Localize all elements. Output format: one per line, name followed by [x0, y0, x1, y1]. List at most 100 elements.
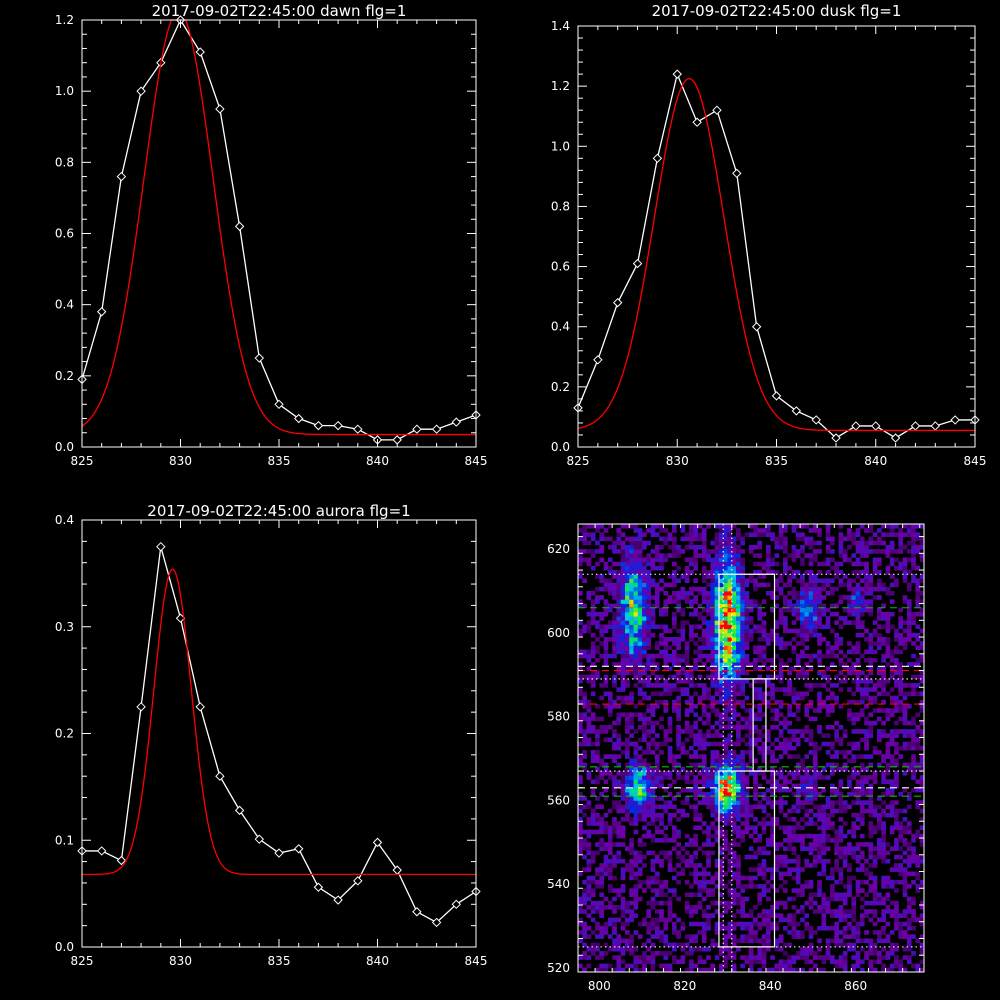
- heatmap-cell: [723, 704, 728, 709]
- x-tick-label: 830: [169, 454, 192, 468]
- heatmap-cell: [830, 783, 835, 789]
- heatmap-cell: [753, 817, 758, 822]
- heatmap-cell: [706, 854, 711, 860]
- data-point: [136, 702, 146, 712]
- heatmap-cell: [710, 565, 716, 571]
- heatmap-cell: [731, 875, 737, 881]
- heatmap-cell: [736, 783, 741, 789]
- heatmap-cell: [718, 653, 724, 659]
- heatmap-cell: [697, 683, 703, 688]
- heatmap-cell: [671, 699, 677, 705]
- heatmap-cell: [872, 708, 878, 713]
- heatmap-cell: [740, 662, 745, 667]
- heatmap-cell: [723, 666, 728, 671]
- heatmap-cell: [599, 544, 605, 550]
- heatmap-cell: [616, 532, 622, 537]
- heatmap-cell: [821, 607, 827, 613]
- heatmap-cell: [714, 858, 720, 864]
- heatmap-cell: [586, 858, 592, 864]
- heatmap-cell: [783, 800, 788, 805]
- heatmap-cell: [872, 687, 878, 692]
- heatmap-cell: [667, 791, 673, 797]
- heatmap-cell: [578, 724, 583, 730]
- heatmap-cell: [842, 951, 848, 956]
- heatmap-cell: [731, 775, 737, 780]
- heatmap-cell: [650, 578, 656, 584]
- heatmap-cell: [706, 871, 711, 877]
- heatmap-cell: [586, 561, 592, 567]
- heatmap-cell: [590, 549, 596, 554]
- heatmap-cell: [821, 967, 827, 973]
- heatmap-cell: [864, 930, 869, 935]
- heatmap-cell: [885, 850, 891, 856]
- heatmap-cell: [885, 586, 891, 592]
- heatmap-cell: [663, 704, 669, 709]
- heatmap-cell: [889, 754, 895, 759]
- heatmap-cell: [889, 900, 895, 906]
- heatmap-cell: [689, 754, 694, 759]
- heatmap-cell: [624, 586, 630, 592]
- heatmap-cell: [791, 791, 797, 797]
- heatmap-cell: [885, 842, 891, 847]
- heatmap-cell: [753, 561, 758, 567]
- heatmap-cell: [599, 875, 605, 881]
- heatmap-cell: [586, 833, 592, 839]
- heatmap-cell: [740, 779, 745, 784]
- heatmap-cell: [765, 582, 771, 588]
- heatmap-cell: [847, 779, 852, 784]
- heatmap-cell: [612, 930, 617, 935]
- heatmap-cell: [642, 695, 647, 701]
- data-point: [136, 86, 146, 96]
- heatmap-cell: [894, 649, 899, 655]
- heatmap-cell: [838, 704, 844, 709]
- heatmap-cell: [770, 909, 775, 914]
- heatmap-cell: [778, 657, 784, 663]
- heatmap-cell: [868, 662, 874, 667]
- heatmap-cell: [633, 536, 639, 542]
- heatmap-cell: [889, 733, 895, 738]
- heatmap-cell: [731, 858, 737, 864]
- heatmap-cell: [710, 892, 716, 898]
- heatmap-cell: [744, 590, 750, 596]
- heatmap-cell: [783, 745, 788, 751]
- heatmap-cell: [731, 716, 737, 722]
- heatmap-cell: [731, 666, 737, 671]
- heatmap-cell: [689, 745, 694, 751]
- heatmap-cell: [629, 607, 634, 613]
- heatmap-cell: [689, 733, 694, 738]
- heatmap-cell: [868, 712, 874, 717]
- heatmap-cell: [838, 616, 844, 621]
- heatmap-cell: [727, 607, 733, 613]
- heatmap-cell: [620, 779, 626, 784]
- heatmap-cell: [774, 867, 780, 872]
- heatmap-cell: [710, 628, 716, 634]
- heatmap-cell: [825, 796, 831, 801]
- heatmap-cell: [868, 678, 874, 684]
- heatmap-cell: [723, 737, 728, 743]
- heatmap-cell: [650, 662, 656, 667]
- heatmap-cell: [582, 741, 587, 747]
- heatmap-cell: [680, 666, 686, 671]
- heatmap-cell: [612, 611, 617, 617]
- heatmap-cell: [894, 549, 899, 554]
- heatmap-cell: [718, 900, 724, 906]
- heatmap-cell: [590, 900, 596, 906]
- heatmap-cell: [800, 783, 805, 789]
- heatmap-cell: [838, 687, 844, 692]
- heatmap-cell: [838, 657, 844, 663]
- heatmap-cell: [714, 532, 720, 537]
- heatmap-cell: [710, 678, 716, 684]
- heatmap-cell: [727, 590, 733, 596]
- heatmap-cell: [744, 825, 750, 831]
- heatmap-cell: [701, 930, 707, 935]
- heatmap-cell: [795, 729, 801, 734]
- heatmap-cell: [804, 590, 810, 596]
- heatmap-cell: [586, 905, 592, 910]
- heatmap-cell: [774, 963, 780, 969]
- data-point: [392, 865, 402, 875]
- heatmap-cell: [629, 620, 634, 625]
- heatmap-cell: [624, 867, 630, 872]
- heatmap-cell: [629, 863, 634, 868]
- heatmap-cell: [748, 549, 754, 554]
- heatmap-cell: [851, 561, 857, 567]
